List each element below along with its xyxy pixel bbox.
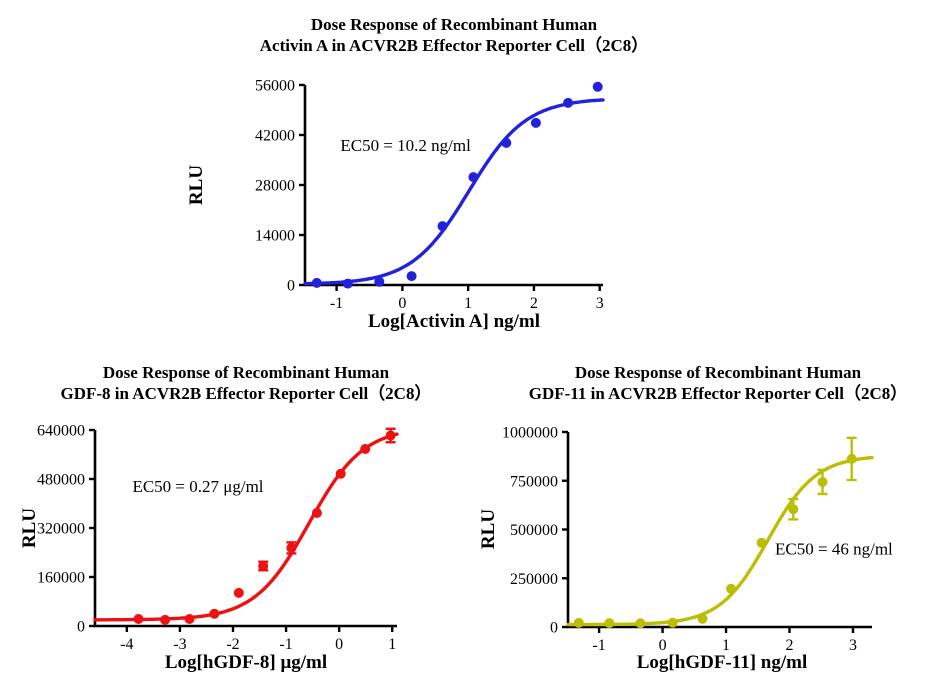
chart-title-line1: Dose Response of Recombinant Human: [311, 15, 598, 34]
chart-title-line2: GDF-11 in ACVR2B Effector Reporter Cell（…: [529, 383, 908, 403]
axes-frame: [566, 432, 872, 629]
chart-gdf8: Dose Response of Recombinant Human GDF-8…: [0, 356, 470, 687]
x-tick-label: 1: [722, 637, 730, 654]
data-point: [286, 542, 297, 553]
data-point: [573, 617, 584, 628]
data-point: [209, 608, 220, 619]
fit-curve: [93, 432, 399, 622]
y-tick-label: 640000: [37, 423, 85, 440]
x-tick-label: 2: [530, 295, 538, 312]
plot-area: 0 14000 28000 42000 56000 -1 0 1 2 3 EC50 = 10.2 n…: [255, 78, 605, 312]
data-point: [184, 614, 195, 624]
data-point: [530, 117, 541, 128]
data-point: [697, 613, 708, 624]
x-axis-label: Log[hGDF-11] ng/ml: [637, 652, 807, 673]
x-tick-label: 3: [596, 295, 604, 312]
plot-area: 0 250000 500000 750000 1000000 -1 0 1 2 3 EC50 = 4…: [502, 425, 893, 655]
data-point: [635, 618, 646, 629]
data-point: [374, 276, 385, 287]
data-point: [335, 468, 346, 479]
data-point: [311, 508, 322, 518]
data-point: [133, 614, 144, 624]
data-point: [385, 430, 396, 441]
data-point: [501, 137, 512, 148]
chart-title-line1: Dose Response of Recombinant Human: [575, 363, 862, 382]
y-tick-label: 14000: [255, 228, 295, 245]
data-point: [604, 618, 615, 629]
x-tick-label: -1: [279, 636, 292, 653]
x-tick-label: 0: [398, 295, 406, 312]
data-point: [817, 476, 828, 487]
y-tick-label: 750000: [510, 473, 558, 490]
x-tick-label: -1: [592, 637, 605, 654]
data-point: [311, 277, 322, 288]
x-tick-label: -3: [173, 636, 186, 653]
y-tick-label: 0: [550, 620, 558, 637]
ec50-annotation: EC50 = 0.27 μg/ml: [132, 477, 263, 496]
data-point: [342, 278, 353, 289]
ec50-annotation: EC50 = 46 ng/ml: [775, 540, 893, 559]
axes-frame: [303, 85, 603, 287]
data-point: [592, 81, 603, 92]
data-point: [846, 453, 857, 464]
x-tick-label: -1: [330, 295, 343, 312]
y-tick-label: 0: [77, 619, 85, 636]
chart-gdf11-plot: Dose Response of Recombinant Human GDF-1…: [478, 363, 908, 673]
chart-title-line1: Dose Response of Recombinant Human: [103, 363, 390, 382]
x-tick-label: 2: [785, 637, 793, 654]
y-tick-label: 480000: [37, 472, 85, 489]
fit-curve: [303, 98, 605, 286]
chart-title-line2: Activin A in ACVR2B Effector Reporter Ce…: [260, 35, 648, 55]
x-tick-label: 3: [849, 637, 857, 654]
x-tick-label: 1: [388, 636, 396, 653]
chart-gdf8-plot: Dose Response of Recombinant Human GDF-8…: [19, 363, 432, 673]
data-point: [437, 221, 448, 232]
data-point: [160, 614, 171, 625]
x-tick-label: 0: [659, 637, 667, 654]
data-point: [360, 444, 371, 454]
x-tick-label: 1: [464, 295, 472, 312]
x-tick-label: -4: [120, 636, 133, 653]
chart-activin-a: Dose Response of Recombinant Human Activ…: [150, 10, 770, 350]
y-tick-label: 42000: [255, 128, 295, 145]
data-point: [756, 537, 767, 548]
data-point: [788, 504, 799, 515]
y-tick-label: 28000: [255, 178, 295, 195]
y-tick-label: 320000: [37, 521, 85, 538]
x-tick-label: -2: [226, 636, 239, 653]
y-tick-label: 160000: [37, 570, 85, 587]
data-point: [468, 172, 479, 183]
y-tick-label: 500000: [510, 522, 558, 539]
x-tick-label: 0: [335, 636, 343, 653]
y-tick-label: 250000: [510, 571, 558, 588]
data-point: [667, 617, 678, 628]
ec50-annotation: EC50 = 10.2 ng/ml: [340, 136, 471, 155]
chart-title-line2: GDF-8 in ACVR2B Effector Reporter Cell（2…: [61, 383, 432, 403]
data-point: [563, 97, 574, 108]
data-point: [726, 583, 737, 594]
data-point: [406, 271, 417, 282]
y-tick-label: 56000: [255, 78, 295, 95]
y-tick-label: 1000000: [502, 425, 558, 442]
y-axis-label: RLU: [478, 509, 499, 549]
data-point: [233, 587, 244, 598]
plot-area: 0 160000 320000 480000 640000 -4 -3 -2 -1 0 1 EC50 …: [37, 423, 399, 653]
y-tick-label: 0: [287, 278, 295, 295]
y-axis-label: RLU: [186, 165, 207, 205]
data-point: [258, 561, 269, 571]
chart-gdf11: Dose Response of Recombinant Human GDF-1…: [466, 356, 936, 687]
y-axis-label: RLU: [19, 508, 40, 548]
x-axis-label: Log[Activin A] ng/ml: [368, 311, 540, 332]
x-axis-label: Log[hGDF-8] μg/ml: [165, 652, 327, 673]
chart-activin-a-plot: Dose Response of Recombinant Human Activ…: [186, 15, 648, 332]
